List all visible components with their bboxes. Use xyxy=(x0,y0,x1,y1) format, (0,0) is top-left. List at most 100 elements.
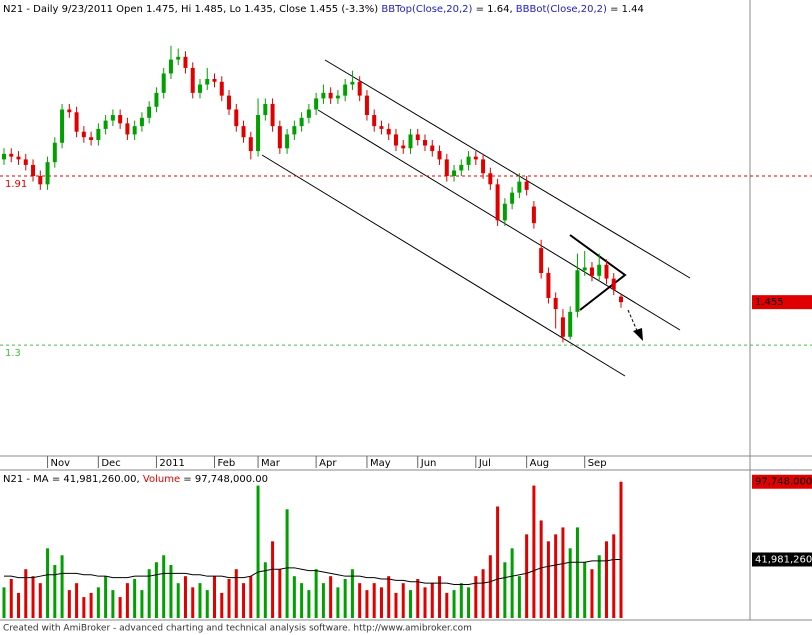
candle-body xyxy=(60,109,65,143)
candle-body xyxy=(67,109,72,113)
candle-body xyxy=(285,134,290,149)
candle-body xyxy=(2,153,6,160)
candle-body xyxy=(183,56,188,68)
candle-body xyxy=(517,181,522,193)
horizontal-line-label: 1.3 xyxy=(5,348,21,359)
candle-body xyxy=(597,264,602,276)
volume-bar xyxy=(503,562,507,618)
arrow-head xyxy=(633,328,643,341)
volume-bar xyxy=(89,592,93,618)
volume-bar xyxy=(125,583,129,618)
x-tick-label: Jun xyxy=(420,458,437,469)
volume-bar xyxy=(140,590,144,618)
volume-bar xyxy=(133,578,137,618)
candle-body xyxy=(81,131,86,138)
x-tick-label: Aug xyxy=(530,458,550,469)
candle-body xyxy=(110,115,115,121)
candle-body xyxy=(568,311,573,337)
candle-body xyxy=(147,106,152,118)
candle-body xyxy=(277,126,282,149)
arrow xyxy=(627,309,639,334)
x-tick-label: 2011 xyxy=(159,458,184,469)
header-part: BBTop(Close,20,2) xyxy=(381,4,472,15)
volume-bar xyxy=(38,583,42,618)
volume-bar xyxy=(408,590,412,618)
candle-body xyxy=(335,95,340,99)
volume-bar xyxy=(336,587,340,618)
candle-body xyxy=(473,156,478,160)
candle-body xyxy=(495,184,500,221)
candle-body xyxy=(553,297,558,310)
volume-bar xyxy=(619,481,623,618)
volume-bar xyxy=(46,548,50,618)
candle-body xyxy=(604,264,609,279)
volume-bar xyxy=(53,565,57,618)
candle-body xyxy=(227,95,232,110)
candle-body xyxy=(423,139,428,146)
volume-bar xyxy=(205,590,209,618)
volume-bar xyxy=(60,555,64,618)
candle-body xyxy=(103,120,108,129)
volume-bar xyxy=(329,576,333,618)
candle-body xyxy=(560,317,565,337)
candle-body xyxy=(154,92,159,107)
volume-bar xyxy=(438,576,442,618)
volume-bar xyxy=(213,576,217,618)
candle-body xyxy=(292,126,297,135)
candle-body xyxy=(176,56,181,60)
volume-bar xyxy=(17,592,21,618)
volume-bar xyxy=(430,583,434,618)
candle-body xyxy=(38,176,43,185)
volume-bar xyxy=(474,576,478,618)
volume-bar xyxy=(191,587,195,618)
volume-bar xyxy=(583,562,587,618)
candle-body xyxy=(205,79,210,85)
volume-bar xyxy=(220,592,224,618)
volume-bar xyxy=(285,509,289,618)
volume-bar xyxy=(510,548,514,618)
volume-bar xyxy=(300,583,304,618)
footer: Created with AmiBroker - advanced charti… xyxy=(3,624,472,634)
volume-bar xyxy=(278,569,282,618)
candle-body xyxy=(16,156,21,160)
volume-bar xyxy=(365,590,369,618)
x-tick-label: Mar xyxy=(261,458,281,469)
volume-bar xyxy=(176,583,180,618)
candle-body xyxy=(357,81,362,96)
volume-bar xyxy=(147,569,151,618)
volume-bar xyxy=(481,569,485,618)
volume-bar xyxy=(568,548,572,618)
header-part: N21 - Daily 9/23/2011 Open 1.475, Hi 1.4… xyxy=(3,4,381,15)
x-tick-label: Dec xyxy=(101,458,120,469)
candle-body xyxy=(132,126,137,135)
candle-body xyxy=(306,109,311,118)
horizontal-line-label: 1.91 xyxy=(5,179,27,190)
header-part: Volume xyxy=(143,474,180,485)
volume-bar xyxy=(467,587,471,618)
candle-body xyxy=(168,59,173,74)
candle-body xyxy=(321,92,326,99)
candle-body xyxy=(219,81,224,96)
volume-bar xyxy=(554,534,558,618)
volume-bar xyxy=(350,569,354,618)
volume-bar xyxy=(539,520,543,618)
volume-bar xyxy=(292,576,296,618)
volume-bar xyxy=(249,576,253,618)
volume-bar xyxy=(111,590,115,618)
candle-body xyxy=(52,142,57,163)
candle-body xyxy=(263,103,268,116)
volume-bar xyxy=(271,541,275,618)
header-part: N21 - MA = 41,981,260.00, xyxy=(3,474,143,485)
last-price-box xyxy=(752,295,812,310)
candle-body xyxy=(364,95,369,116)
header-part: = 1.64, xyxy=(472,4,515,15)
candle-body xyxy=(430,145,435,152)
volume-bar xyxy=(387,576,391,618)
volume-bar xyxy=(75,583,79,618)
last-volume-label: 97,748,000 xyxy=(755,477,812,488)
x-tick-label: Sep xyxy=(588,458,607,469)
candle-body xyxy=(118,115,123,124)
header-part: = 97,748,000.00 xyxy=(180,474,268,485)
